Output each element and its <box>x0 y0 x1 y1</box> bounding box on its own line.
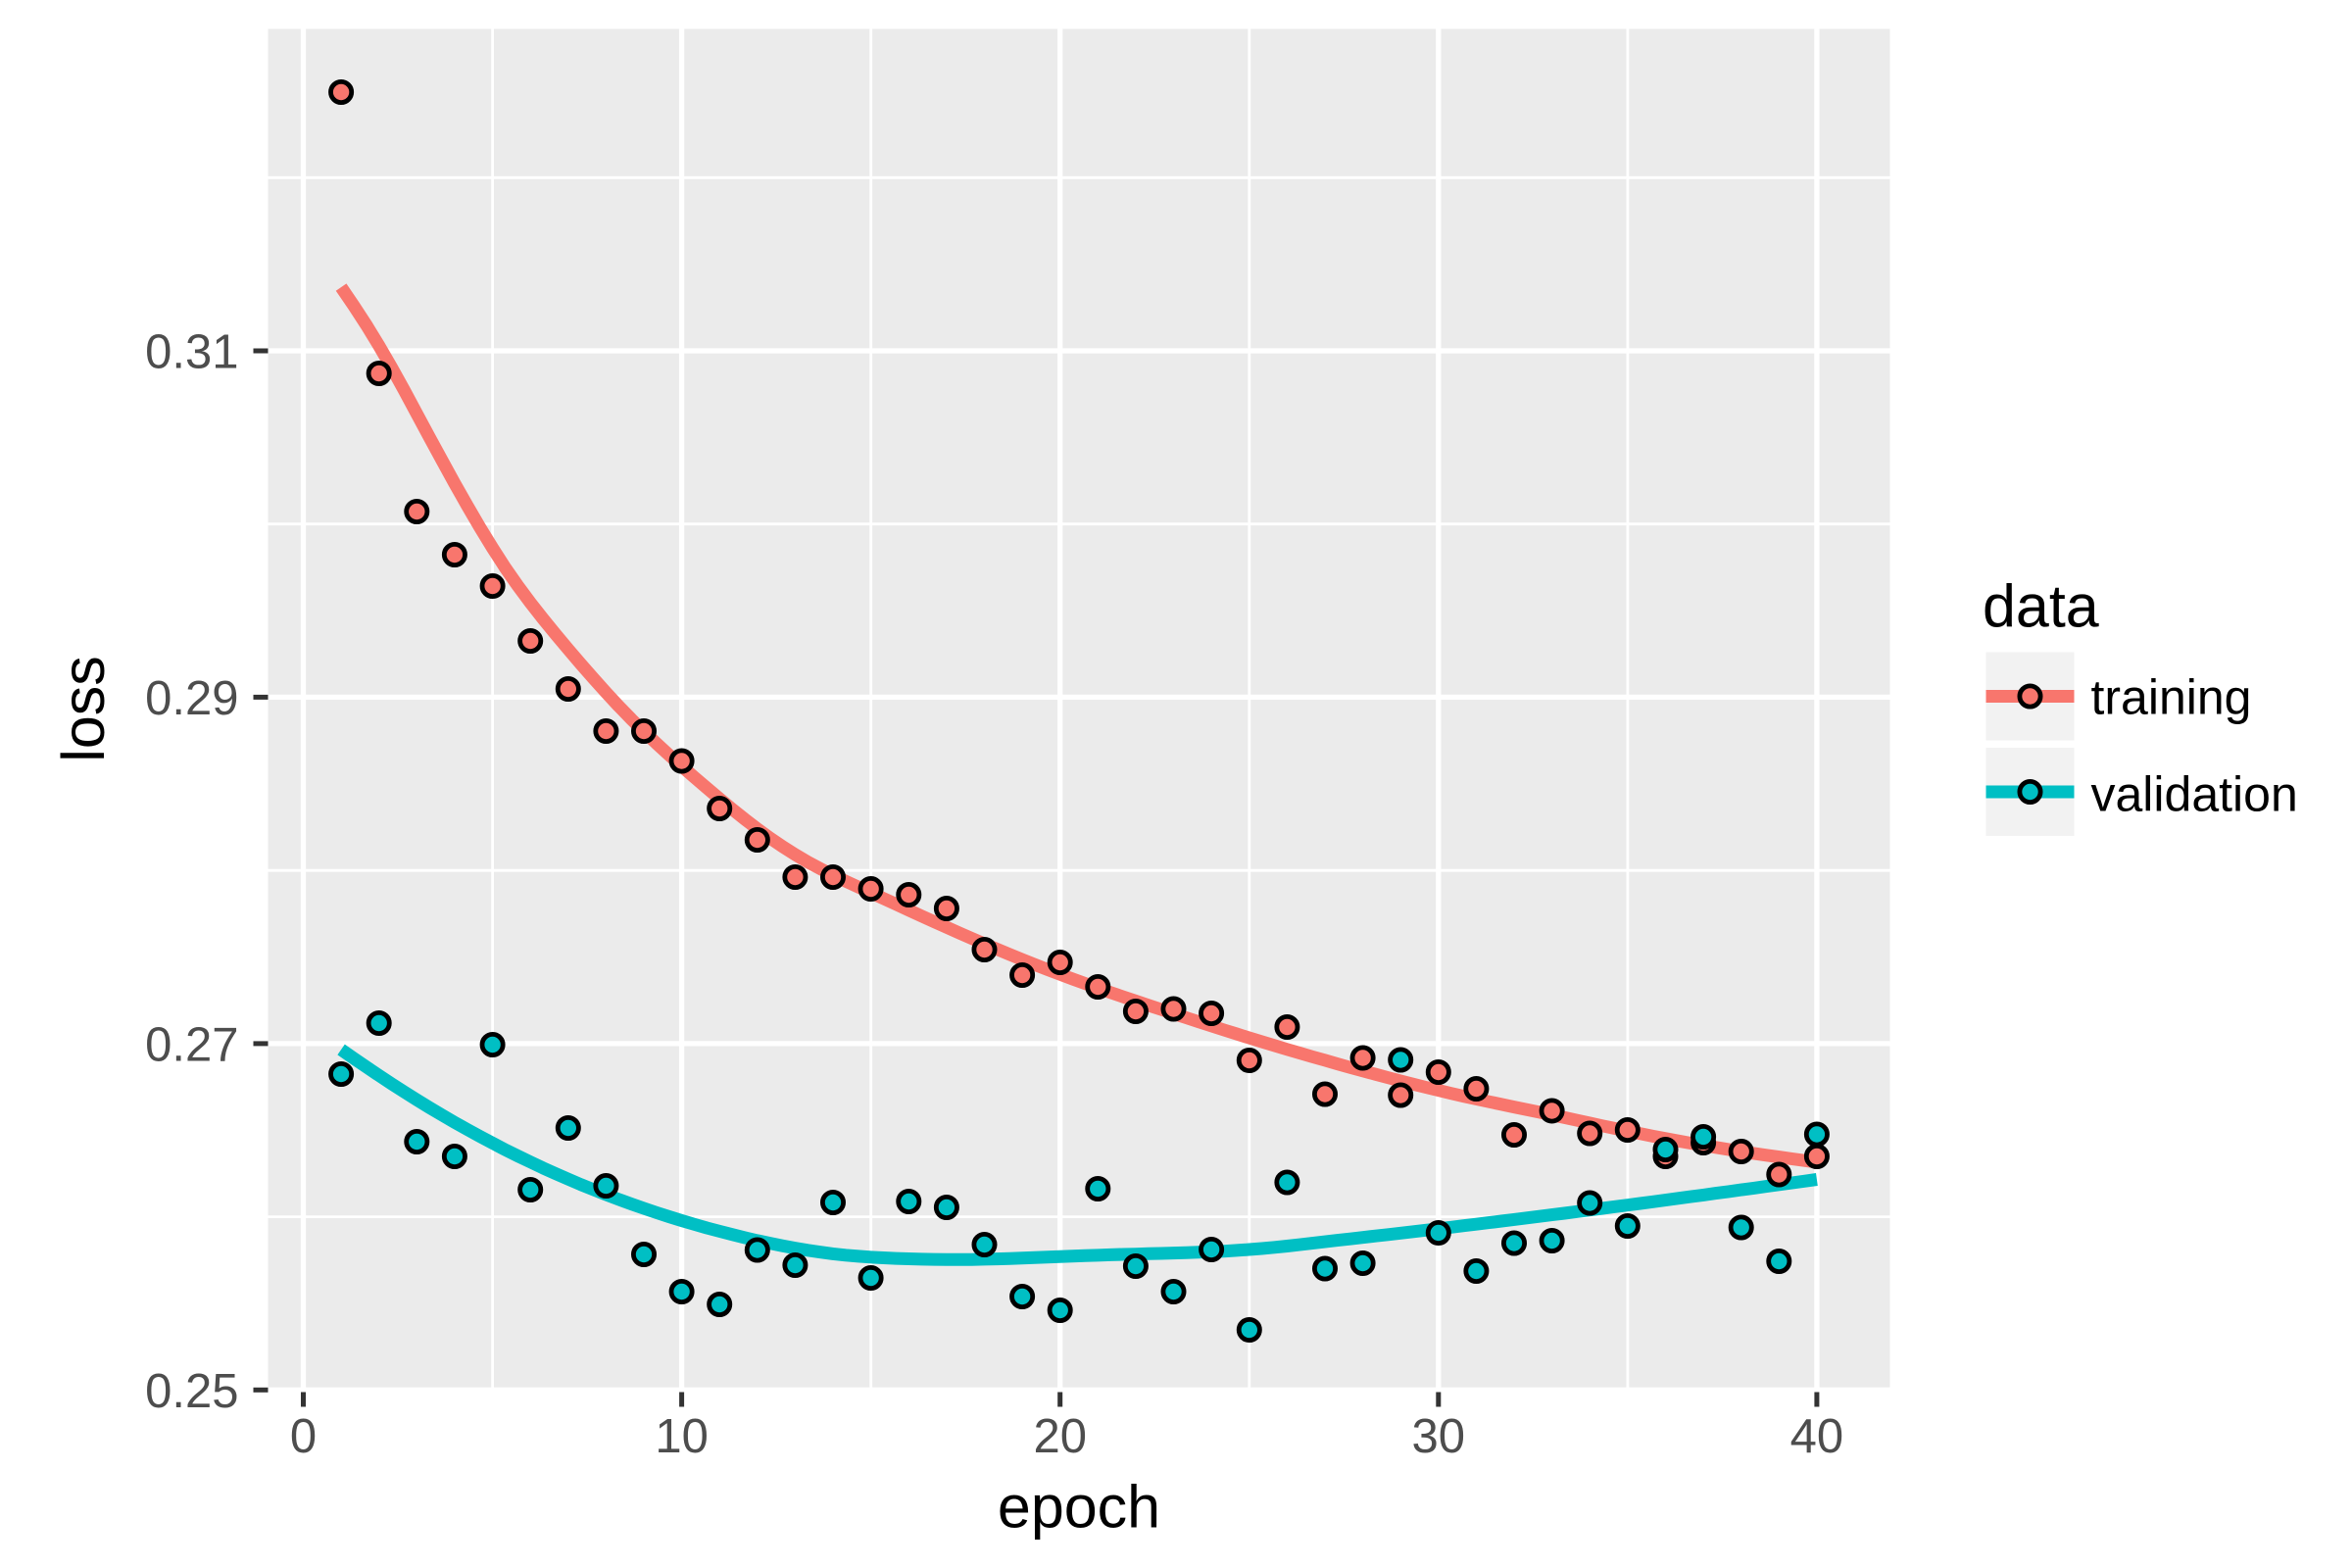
svg-text:30: 30 <box>1412 1410 1466 1463</box>
svg-text:0: 0 <box>290 1410 317 1463</box>
svg-text:data: data <box>1983 573 2099 640</box>
svg-text:0.31: 0.31 <box>145 326 238 379</box>
svg-text:0.29: 0.29 <box>145 672 238 725</box>
svg-text:training: training <box>2091 670 2252 725</box>
svg-text:0.25: 0.25 <box>145 1365 238 1418</box>
svg-text:validation: validation <box>2091 767 2298 822</box>
svg-text:40: 40 <box>1790 1410 1844 1463</box>
svg-text:0.27: 0.27 <box>145 1018 238 1071</box>
svg-text:epoch: epoch <box>998 1474 1160 1541</box>
svg-text:loss: loss <box>50 656 117 761</box>
svg-text:20: 20 <box>1033 1410 1087 1463</box>
svg-text:10: 10 <box>655 1410 709 1463</box>
